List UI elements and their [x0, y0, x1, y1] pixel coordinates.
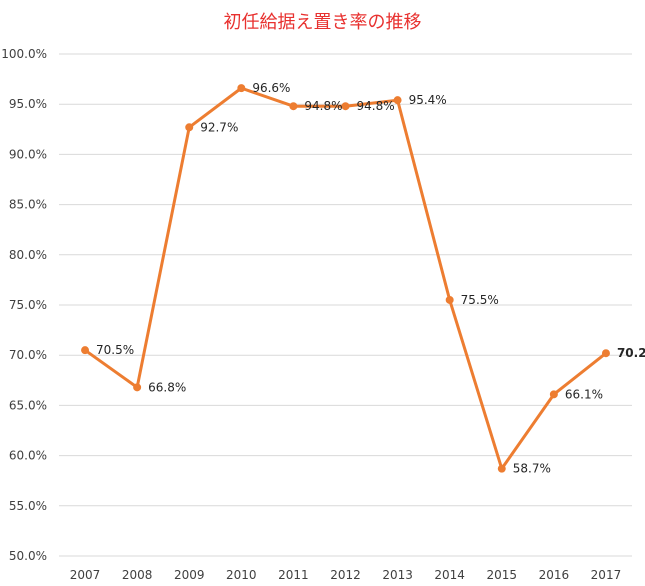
y-tick-label: 65.0% — [9, 398, 47, 412]
y-tick-label: 60.0% — [9, 449, 47, 463]
data-label: 70.2% — [617, 346, 645, 360]
y-tick-label: 55.0% — [9, 499, 47, 513]
y-tick-label: 50.0% — [9, 549, 47, 563]
data-label: 95.4% — [409, 93, 447, 107]
y-tick-label: 80.0% — [9, 248, 47, 262]
x-tick-label: 2016 — [539, 568, 570, 582]
data-label: 94.8% — [304, 99, 342, 113]
data-label: 75.5% — [461, 293, 499, 307]
data-point — [549, 390, 558, 399]
x-tick-label: 2014 — [434, 568, 465, 582]
x-tick-label: 2007 — [70, 568, 101, 582]
y-tick-label: 75.0% — [9, 298, 47, 312]
x-tick-label: 2012 — [330, 568, 361, 582]
x-tick-label: 2011 — [278, 568, 309, 582]
data-point — [133, 383, 142, 392]
y-tick-label: 90.0% — [9, 147, 47, 161]
data-label: 70.5% — [96, 343, 134, 357]
data-point — [497, 464, 506, 473]
data-point — [601, 349, 610, 358]
data-point — [289, 102, 298, 111]
data-point — [81, 346, 90, 355]
x-tick-label: 2015 — [486, 568, 517, 582]
data-label: 96.6% — [252, 81, 290, 95]
data-point — [445, 295, 454, 304]
series-line — [83, 86, 608, 471]
data-label: 92.7% — [200, 120, 238, 134]
x-tick-label: 2009 — [174, 568, 205, 582]
x-tick-label: 2013 — [382, 568, 413, 582]
data-point — [237, 84, 246, 93]
x-tick-label: 2010 — [226, 568, 257, 582]
data-point — [341, 102, 350, 111]
data-label: 66.8% — [148, 380, 186, 394]
data-point — [393, 96, 402, 105]
x-tick-label: 2017 — [591, 568, 622, 582]
x-tick-label: 2008 — [122, 568, 153, 582]
data-point — [185, 123, 194, 132]
y-tick-label: 85.0% — [9, 198, 47, 212]
data-label: 66.1% — [565, 387, 603, 401]
y-tick-label: 70.0% — [9, 348, 47, 362]
y-tick-label: 100.0% — [1, 47, 47, 61]
chart-title: 初任給据え置き率の推移 — [223, 12, 422, 33]
data-label: 94.8% — [357, 99, 395, 113]
y-tick-label: 95.0% — [9, 97, 47, 111]
data-label: 58.7% — [513, 462, 551, 476]
